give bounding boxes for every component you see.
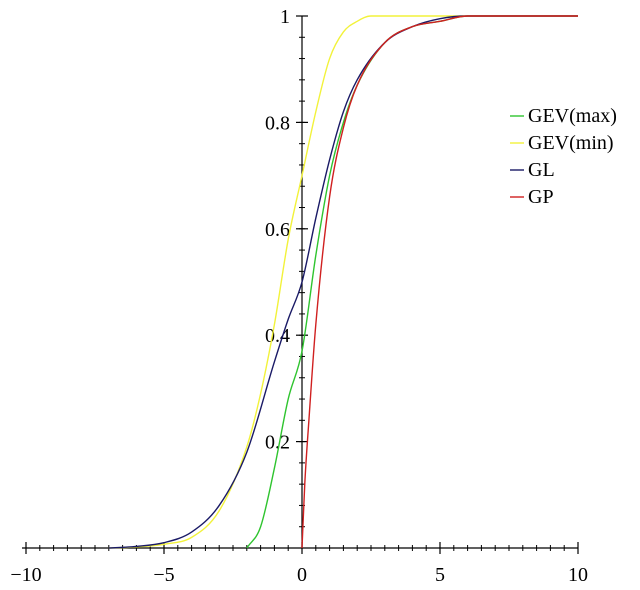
legend-label: GL (528, 159, 555, 181)
series-layer (108, 15, 578, 549)
legend-label: GEV(min) (528, 132, 614, 154)
y-tick-label: 1 (280, 6, 290, 28)
y-tick-label: 0.2 (265, 432, 290, 454)
series-line-gl (108, 15, 578, 549)
series-line-gev-max (246, 15, 578, 549)
x-tick-label: 10 (568, 564, 588, 586)
y-tick-label: 0.6 (265, 219, 290, 241)
x-tick-label: −10 (10, 564, 41, 586)
legend: GEV(max) GEV(min) GL GP (510, 105, 617, 208)
legend-label: GEV(max) (528, 105, 617, 127)
x-tick-label: 0 (297, 564, 307, 586)
series-line-gp (301, 15, 578, 549)
x-tick-label: −5 (153, 564, 174, 586)
y-tick-label: 0.4 (265, 325, 290, 347)
x-ticks: −10 −5 0 5 10 (10, 542, 588, 586)
series-line-gev-min (108, 15, 578, 549)
legend-label: GP (528, 186, 554, 208)
x-tick-label: 5 (435, 564, 445, 586)
axes: −10 −5 0 5 10 0.2 0.4 0.6 0.8 1 (10, 6, 588, 586)
y-tick-label: 0.8 (265, 112, 290, 134)
